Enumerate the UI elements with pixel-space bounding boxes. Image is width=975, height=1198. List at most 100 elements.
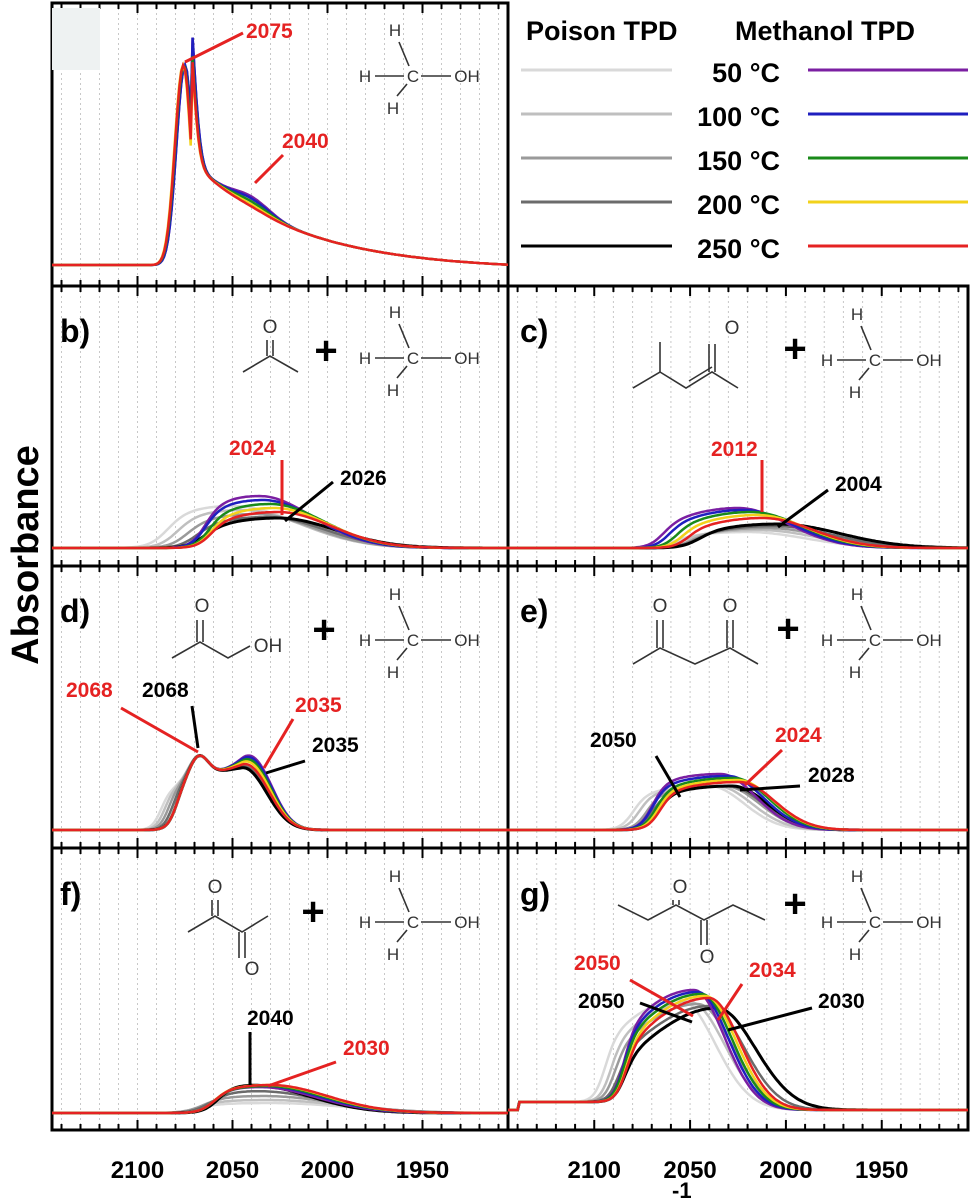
atom-label: OH (454, 913, 480, 932)
atom-label: O (263, 317, 278, 338)
annotation-c-0: 2012 (711, 438, 764, 512)
atom-label: H (849, 663, 861, 682)
annotation-d-1: 2068 (142, 679, 200, 749)
atom-label: O (673, 877, 688, 898)
hydroxyacetone-structure: O OH (171, 596, 283, 659)
curves-panel-e (508, 772, 968, 832)
annotation-leader (629, 978, 694, 1018)
annotation-leader (190, 705, 200, 749)
atom-label: H (389, 867, 401, 886)
bond (396, 365, 408, 379)
methanol-curve (508, 774, 968, 832)
bond (858, 367, 870, 381)
methanol-curve (52, 61, 509, 267)
x-tick-label: 2100 (111, 1157, 164, 1184)
annotation-d-2: 2035 (262, 694, 342, 769)
bond (398, 323, 410, 349)
annotation-leader (265, 759, 306, 775)
legend-temperature: 250 °C (697, 234, 780, 264)
methanol-curve (508, 996, 968, 1112)
curves-panel-c (508, 506, 968, 550)
legend-header-methanol: Methanol TPD (735, 16, 915, 46)
panel-label-g: g) (520, 876, 550, 912)
atom-label: OH (916, 631, 942, 650)
atom-label: O (195, 596, 210, 617)
atom-label: O (723, 596, 738, 617)
annotation-label: 2068 (142, 679, 189, 702)
annotation-label: 2034 (749, 959, 796, 982)
atom-label: H (389, 585, 401, 604)
methanol-curve (508, 516, 968, 550)
x-axis-label-fragment: -1 (672, 1178, 692, 1198)
panel-f (50, 846, 510, 1132)
plus-sign: + (301, 890, 324, 934)
x-tick-label: 2100 (568, 1157, 621, 1184)
annotation-leader (727, 1006, 813, 1032)
annotation-label: 2028 (808, 764, 855, 787)
annotation-g-3: 2030 (727, 990, 865, 1032)
annotation-label: 2068 (66, 679, 113, 702)
atom-label: H (821, 351, 833, 370)
bond (632, 647, 759, 665)
hexanedione-structure: OO (617, 877, 766, 968)
annotation-leader (253, 153, 285, 185)
legend-temperature: 150 °C (697, 146, 780, 176)
poison-curve (52, 753, 508, 832)
atom-label: H (387, 945, 399, 964)
atom-label: H (359, 631, 371, 650)
bond (242, 355, 299, 373)
methanol-curve (52, 37, 509, 267)
panel-frame (506, 564, 970, 850)
atom-label: H (849, 383, 861, 402)
atom-label: O (725, 318, 740, 339)
bond (396, 647, 408, 661)
atom-label: H (359, 67, 371, 86)
methanol-curve (52, 754, 508, 832)
x-tick-label: 2000 (301, 1157, 354, 1184)
methanol-curve (52, 506, 508, 550)
poison-curve (52, 754, 508, 832)
legend-header-poison: Poison TPD (526, 16, 678, 46)
atom-label: OH (254, 636, 283, 657)
atom-label: H (851, 305, 863, 324)
annotation-f-1: 2030 (267, 1037, 390, 1088)
poison-curve (52, 1094, 508, 1115)
legend: Poison TPD Methanol TPD 50 °C 100 °C 150 °… (521, 16, 968, 264)
plus-sign: + (776, 607, 799, 651)
annotation-a-0: 2075 (184, 20, 293, 64)
annotation-leader (654, 755, 682, 798)
poison-curve (508, 784, 968, 832)
x-tick-label: 2050 (663, 1157, 716, 1184)
panel-frame (506, 846, 970, 1132)
methanol-curve (52, 754, 508, 832)
mesityl-oxide-structure: O (632, 318, 740, 389)
x-tick-label: 1950 (396, 1157, 449, 1184)
atom-label: C (869, 913, 881, 932)
curves-panel-b (52, 494, 508, 550)
bond (860, 887, 872, 913)
poison-curve (508, 1002, 968, 1112)
panel-c (506, 284, 970, 568)
annotation-b-0: 2024 (229, 437, 284, 515)
bond (396, 83, 408, 97)
methanol-curve (52, 754, 508, 832)
methanol-curve (52, 56, 509, 267)
plus-sign: + (783, 882, 806, 926)
panel-e (506, 564, 970, 850)
bond (860, 605, 872, 631)
annotation-b-1: 2026 (284, 467, 387, 523)
annotation-g-0: 2050 (574, 952, 694, 1018)
atom-label: O (245, 959, 260, 980)
atom-label: OH (916, 351, 942, 370)
atom-label: C (407, 67, 419, 86)
atom-label: O (208, 877, 223, 898)
atom-label: H (851, 867, 863, 886)
curves-panel-g (508, 988, 968, 1112)
bond (617, 904, 766, 921)
methanol-curve (508, 780, 968, 832)
atom-label: H (387, 381, 399, 400)
